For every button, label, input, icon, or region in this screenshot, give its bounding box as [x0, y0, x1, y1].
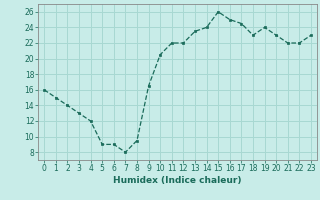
- X-axis label: Humidex (Indice chaleur): Humidex (Indice chaleur): [113, 176, 242, 185]
